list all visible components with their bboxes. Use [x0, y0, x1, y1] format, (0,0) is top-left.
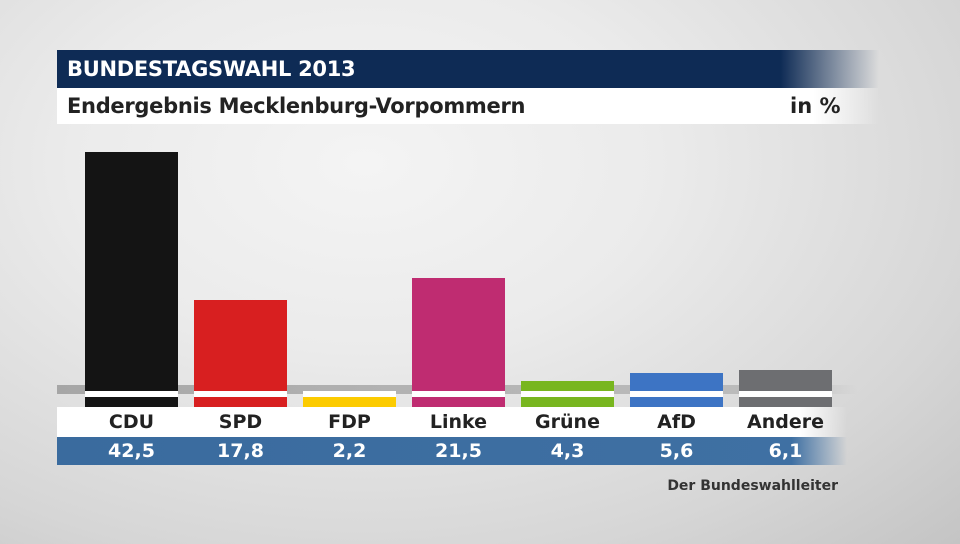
- bar-gap-fdp: [303, 391, 396, 397]
- value-label-cdu: 42,5: [108, 440, 155, 462]
- chart-title: BUNDESTAGSWAHL 2013: [67, 57, 356, 81]
- bar-andere: [739, 370, 832, 407]
- bar-afd: [630, 373, 723, 407]
- chart-subtitle: Endergebnis Mecklenburg-Vorpommern: [67, 94, 526, 118]
- value-label-gr-ne: 4,3: [550, 440, 585, 462]
- category-label-afd: AfD: [657, 411, 696, 433]
- category-label-fdp: FDP: [328, 411, 371, 433]
- category-label-linke: Linke: [429, 411, 488, 433]
- unit-label: in %: [790, 94, 841, 118]
- bar-gap-andere: [739, 391, 832, 397]
- category-label-spd: SPD: [218, 411, 263, 433]
- source-label: Der Bundeswahlleiter: [667, 478, 838, 494]
- bar-gap-linke: [412, 391, 505, 397]
- category-label-gr-ne: Grüne: [535, 411, 600, 433]
- chart-title-bar: BUNDESTAGSWAHL 2013: [57, 50, 879, 88]
- bar-linke: [412, 278, 505, 407]
- bar-spd: [194, 300, 287, 407]
- bar-cdu: [85, 152, 178, 407]
- category-label-strip: [57, 407, 847, 437]
- bar-gap-cdu: [85, 391, 178, 397]
- bar-gap-gr-ne: [521, 391, 614, 397]
- value-label-andere: 6,1: [768, 440, 803, 462]
- value-label-spd: 17,8: [217, 440, 264, 462]
- category-label-cdu: CDU: [108, 411, 155, 433]
- bar-gap-afd: [630, 391, 723, 397]
- value-label-fdp: 2,2: [332, 440, 367, 462]
- category-label-andere: Andere: [747, 411, 824, 433]
- value-label-strip: [57, 437, 847, 465]
- value-label-afd: 5,6: [659, 440, 694, 462]
- bar-fdp: [303, 393, 396, 407]
- bar-gap-spd: [194, 391, 287, 397]
- value-label-linke: 21,5: [435, 440, 482, 462]
- chart-subtitle-bar: Endergebnis Mecklenburg-Vorpommern: [57, 88, 879, 124]
